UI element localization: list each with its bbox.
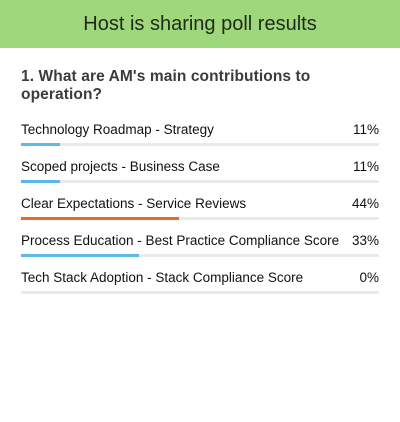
poll-results-banner: Host is sharing poll results xyxy=(0,0,400,48)
poll-option-track xyxy=(21,143,379,146)
poll-option-track xyxy=(21,180,379,183)
poll-option-row: Technology Roadmap - Strategy 11% xyxy=(21,116,379,153)
poll-option-row: Clear Expectations - Service Reviews 44% xyxy=(21,190,379,227)
banner-title: Host is sharing poll results xyxy=(83,12,317,35)
poll-option-track xyxy=(21,217,379,220)
poll-option-track xyxy=(21,291,379,294)
poll-results-list: Technology Roadmap - Strategy 11% Scoped… xyxy=(21,116,379,301)
poll-option-label: Clear Expectations - Service Reviews xyxy=(21,196,247,211)
poll-option-label: Technology Roadmap - Strategy xyxy=(21,122,214,137)
poll-option-row: Process Education - Best Practice Compli… xyxy=(21,227,379,264)
poll-option-label: Process Education - Best Practice Compli… xyxy=(21,233,340,248)
poll-option-percent: 11% xyxy=(352,122,379,137)
poll-option-bar xyxy=(21,254,140,257)
poll-option-percent: 0% xyxy=(359,270,379,285)
poll-option-percent: 11% xyxy=(352,159,379,174)
poll-option-label: Tech Stack Adoption - Stack Compliance S… xyxy=(21,270,304,285)
poll-option-row: Scoped projects - Business Case 11% xyxy=(21,153,379,190)
poll-option-percent: 44% xyxy=(351,196,379,211)
poll-question: 1. What are AM's main contributions to o… xyxy=(21,68,311,103)
poll-option-track xyxy=(21,254,379,257)
poll-option-bar xyxy=(21,217,179,220)
poll-option-percent: 33% xyxy=(351,233,379,248)
poll-option-label: Scoped projects - Business Case xyxy=(21,159,220,174)
poll-option-bar xyxy=(21,180,61,183)
poll-option-row: Tech Stack Adoption - Stack Compliance S… xyxy=(21,264,379,301)
poll-option-bar xyxy=(21,143,61,146)
